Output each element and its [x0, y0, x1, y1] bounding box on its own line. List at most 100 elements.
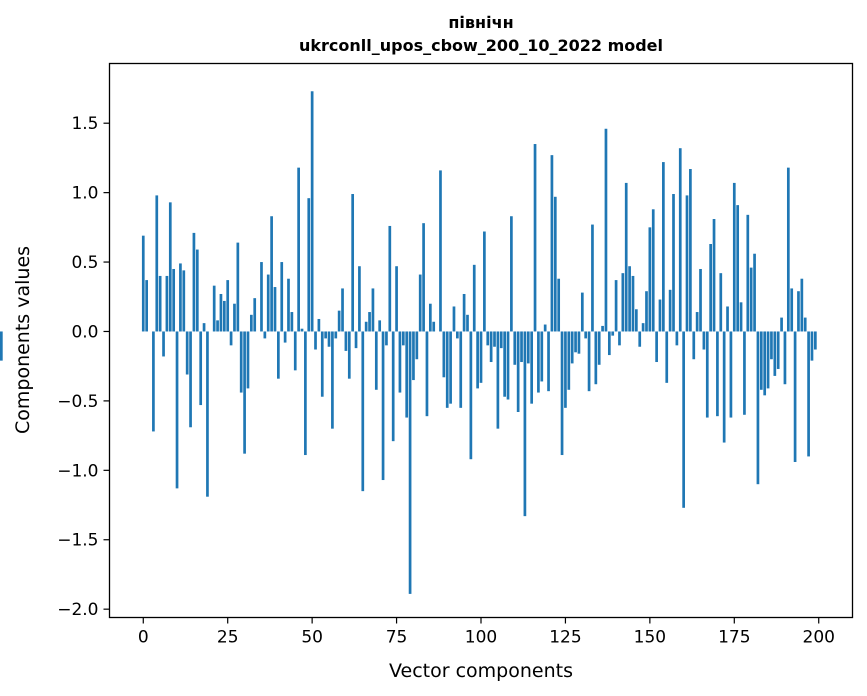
bar: [364, 321, 368, 332]
bar: [702, 331, 706, 350]
bar: [479, 331, 483, 383]
bar: [719, 273, 723, 332]
bar: [344, 331, 348, 351]
bar: [665, 331, 669, 383]
bar: [304, 331, 307, 456]
bar: [506, 331, 510, 400]
bar: [158, 275, 162, 332]
bar: [476, 331, 479, 389]
bar: [310, 91, 314, 332]
bar: [233, 303, 236, 332]
bar: [249, 314, 253, 332]
bar: [354, 331, 358, 349]
bar: [776, 331, 780, 369]
bar: [445, 331, 449, 408]
bar: [442, 331, 446, 378]
bar: [540, 331, 544, 382]
bar: [732, 182, 736, 332]
x-tick-label: 200: [803, 628, 835, 648]
bar: [689, 169, 692, 332]
bar: [770, 331, 773, 360]
bar: [662, 162, 665, 332]
bar: [428, 303, 432, 332]
bar: [621, 273, 625, 332]
bar: [408, 331, 412, 594]
bar: [597, 331, 601, 365]
bar: [763, 331, 767, 396]
bar: [425, 331, 429, 417]
bar: [189, 331, 192, 428]
bar: [401, 331, 405, 346]
bar: [510, 216, 513, 332]
bar: [601, 325, 604, 332]
bar: [418, 274, 422, 332]
bar: [283, 331, 287, 343]
bar: [574, 331, 577, 353]
bar: [287, 278, 290, 332]
bar: [216, 320, 219, 332]
bar: [199, 331, 203, 406]
y-tick-label: −2.0: [57, 600, 98, 620]
bar: [222, 300, 226, 332]
bar: [415, 331, 419, 360]
bar: [618, 331, 621, 346]
bar: [368, 312, 371, 332]
bar: [0, 331, 3, 361]
bar: [236, 242, 240, 332]
bar: [192, 232, 196, 332]
bar: [206, 331, 209, 497]
bar: [547, 331, 550, 392]
bar: [185, 331, 189, 375]
bar: [513, 331, 517, 365]
bar: [253, 298, 257, 332]
bar: [722, 331, 726, 443]
bar: [793, 331, 797, 462]
bar: [645, 291, 648, 332]
bar: [638, 331, 642, 347]
bar: [790, 288, 794, 332]
bar: [594, 331, 598, 385]
x-tick-label: 150: [634, 628, 666, 648]
bar: [229, 331, 233, 346]
bar: [712, 219, 716, 332]
y-tick-label: 1.5: [71, 114, 98, 134]
bar: [320, 331, 324, 397]
bar: [395, 266, 398, 332]
bar: [361, 331, 365, 492]
bar: [668, 289, 672, 332]
bar: [398, 331, 402, 393]
bar: [675, 331, 679, 346]
bar: [358, 266, 361, 332]
bar: [810, 331, 814, 361]
bar: [219, 293, 223, 332]
bar: [628, 266, 631, 332]
bar: [533, 144, 537, 332]
bar: [797, 291, 800, 332]
bar: [314, 331, 317, 350]
bar: [486, 331, 490, 346]
bar: [466, 314, 469, 332]
x-tick-label: 175: [718, 628, 750, 648]
bar: [807, 331, 810, 457]
bar: [273, 287, 277, 332]
bar: [155, 195, 159, 332]
bar: [270, 216, 273, 332]
bar: [759, 331, 763, 390]
bar: [543, 324, 547, 332]
bar: [746, 214, 750, 332]
bar: [452, 306, 456, 332]
bar: [786, 167, 790, 332]
bar: [239, 331, 243, 393]
bar: [489, 331, 493, 363]
bar: [371, 288, 375, 332]
x-axis-ticks: 0 25 50 75 100 125 150 175 200: [138, 617, 835, 648]
bar: [553, 196, 557, 332]
y-tick-label: 0.5: [71, 253, 98, 273]
bar: [658, 299, 662, 332]
bar: [152, 331, 155, 432]
bar: [226, 280, 230, 332]
bar: [685, 195, 689, 332]
bar: [459, 331, 463, 408]
bar: [743, 331, 746, 415]
